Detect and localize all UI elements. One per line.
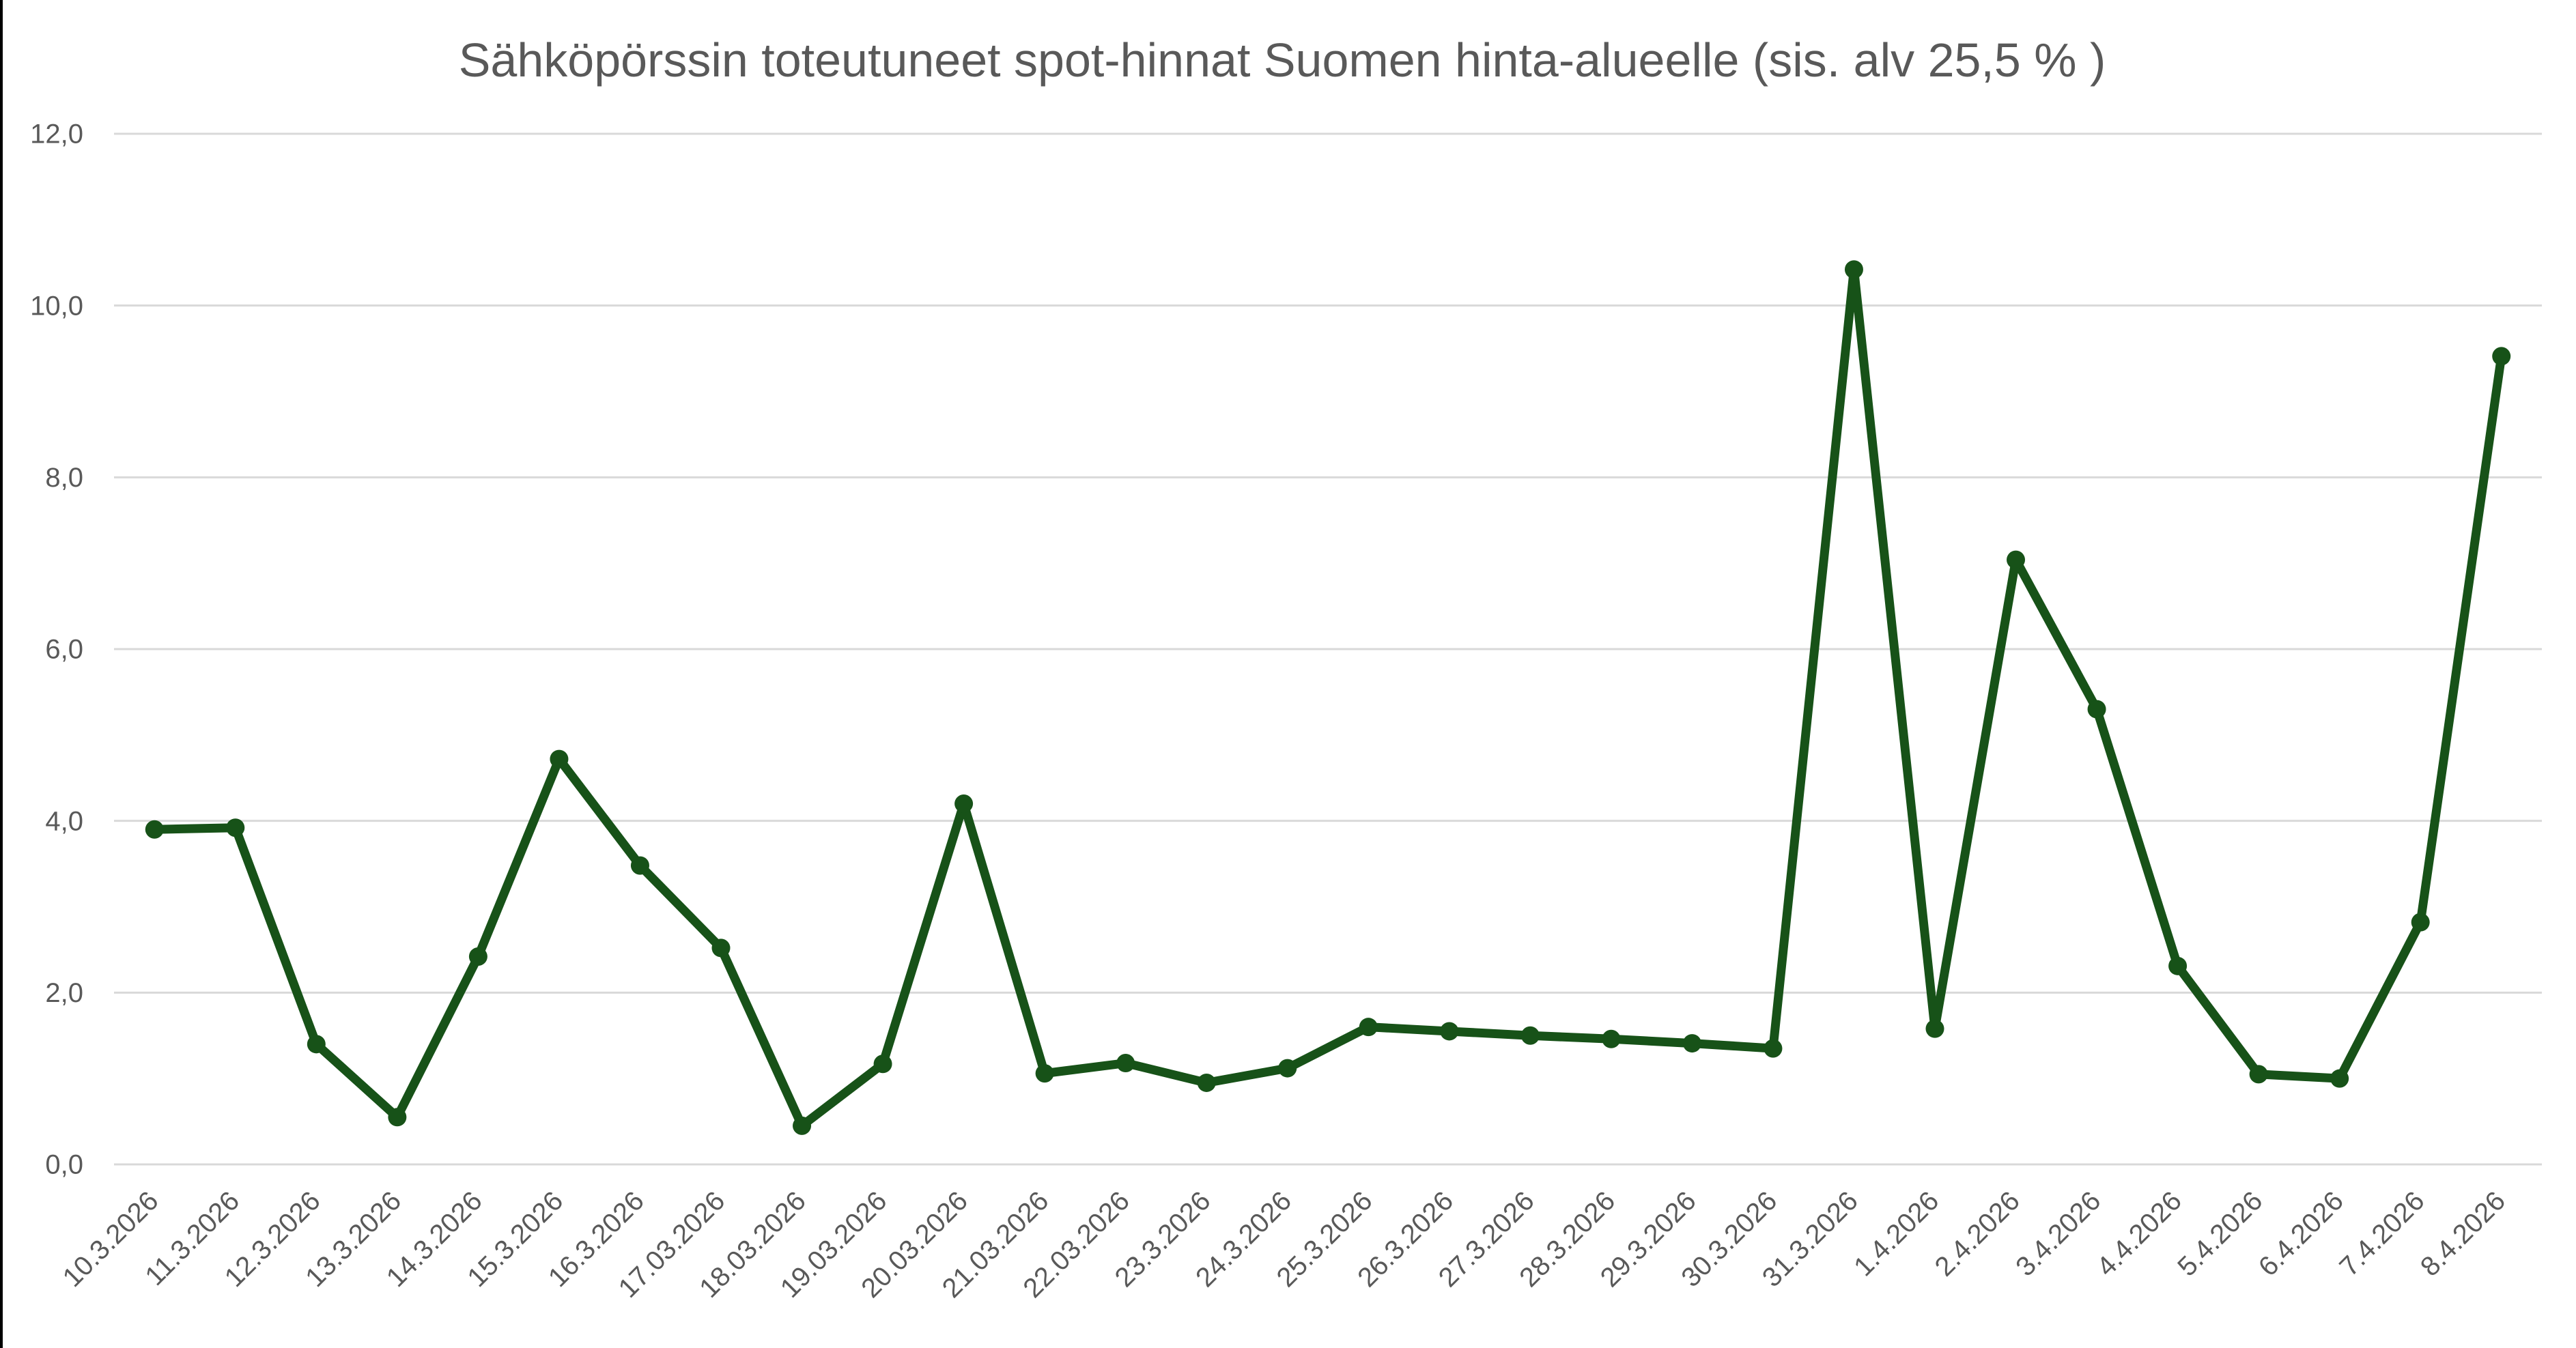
data-point-marker	[2249, 1065, 2268, 1084]
data-point-marker	[1278, 1059, 1297, 1078]
data-point-marker	[1116, 1054, 1135, 1073]
x-tick-label: 2.4.2026	[1929, 1186, 2026, 1282]
data-point-marker	[2330, 1069, 2349, 1088]
x-tick-label: 4.4.2026	[2091, 1186, 2188, 1282]
data-point-marker	[630, 856, 649, 875]
data-point-marker	[388, 1108, 407, 1127]
chart-title: Sähköpörssin toteutuneet spot-hinnat Suo…	[459, 33, 2106, 87]
y-tick-label: 4,0	[45, 806, 83, 836]
x-axis-labels-group: 10.3.202611.3.202612.3.202613.3.202614.3…	[57, 1186, 2511, 1304]
data-point-marker	[1764, 1039, 1783, 1058]
y-axis-labels-group: 0,0 2,0 4,0 6,0 8,0 10,0 12,0	[30, 119, 83, 1180]
y-tick-label: 0,0	[45, 1150, 83, 1180]
y-tick-label: 6,0	[45, 635, 83, 665]
data-point-marker	[711, 938, 731, 958]
data-point-marker	[2087, 700, 2106, 719]
data-point-marker	[307, 1035, 326, 1054]
window-left-border	[0, 0, 3, 1348]
data-point-marker	[1844, 260, 1863, 279]
y-tick-label: 2,0	[45, 978, 83, 1008]
data-point-marker	[468, 947, 487, 966]
x-tick-label: 7.4.2026	[2334, 1186, 2430, 1282]
x-tick-label: 6.4.2026	[2253, 1186, 2349, 1282]
data-point-marker	[1682, 1034, 1701, 1053]
data-point-marker	[1440, 1022, 1459, 1041]
data-point-marker	[2492, 347, 2511, 366]
data-point-marker	[1359, 1018, 1378, 1037]
data-point-marker	[954, 794, 974, 813]
data-point-marker	[1520, 1026, 1540, 1045]
y-tick-label: 12,0	[30, 119, 83, 149]
gridlines-group	[114, 132, 2542, 1166]
data-point-marker	[1925, 1019, 1944, 1038]
data-point-marker	[226, 818, 245, 837]
data-point-marker	[1035, 1064, 1054, 1083]
data-point-marker	[2168, 956, 2188, 975]
data-point-marker	[2411, 913, 2430, 932]
data-point-marker	[1602, 1029, 1621, 1048]
y-tick-label: 10,0	[30, 291, 83, 321]
data-point-marker	[1197, 1073, 1216, 1092]
y-tick-label: 8,0	[45, 463, 83, 493]
x-tick-label: 5.4.2026	[2172, 1186, 2268, 1282]
series-group	[145, 260, 2511, 1135]
data-point-marker	[873, 1055, 892, 1074]
series-line	[150, 265, 2506, 1130]
data-point-marker	[793, 1116, 812, 1135]
x-tick-label: 1.4.2026	[1848, 1186, 1944, 1282]
x-tick-label: 8.4.2026	[2415, 1186, 2511, 1282]
data-point-marker	[550, 749, 569, 769]
x-tick-label: 3.4.2026	[2010, 1186, 2106, 1282]
data-point-marker	[145, 820, 164, 839]
data-point-marker	[2007, 550, 2026, 569]
